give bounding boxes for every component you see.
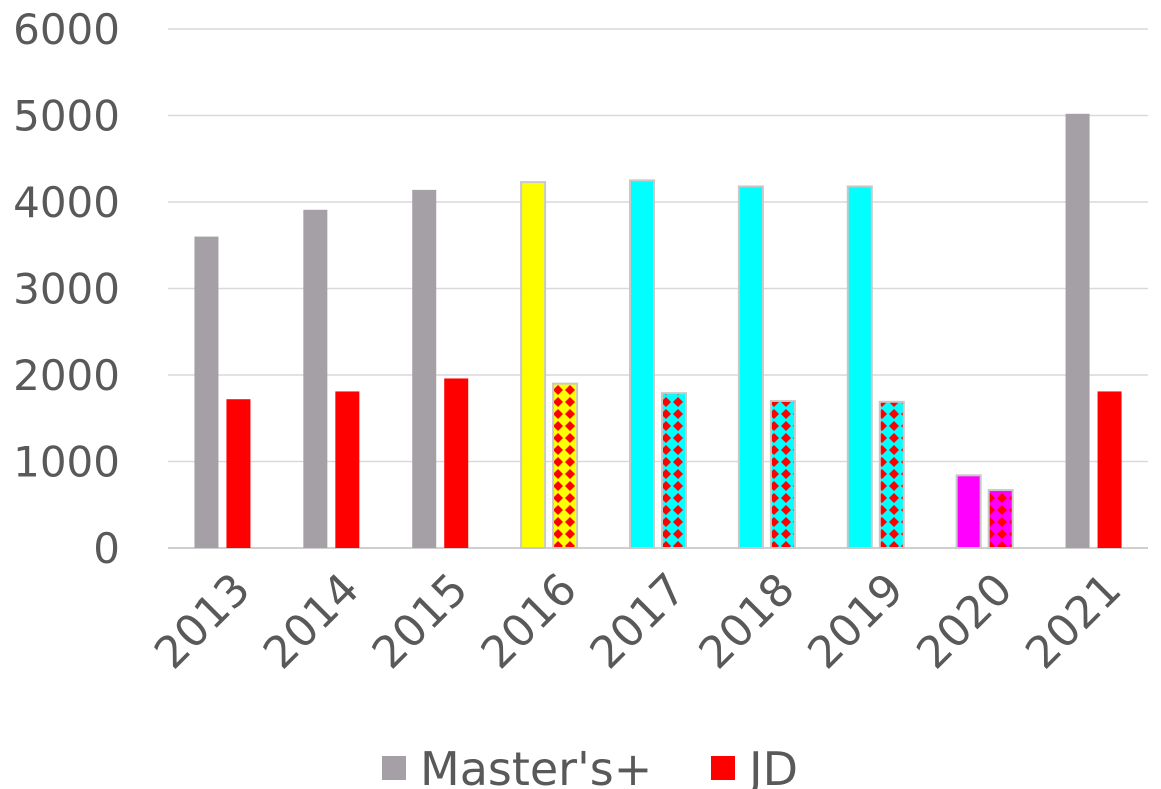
bar-jd-2014 [335,391,360,548]
y-tick-label: 1000 [13,438,120,487]
bar-masters-2013 [194,236,219,548]
legend-label: JD [746,742,798,789]
bar-jd-2020 [987,489,1014,550]
bar-jd-2019 [878,400,905,549]
y-tick-label: 3000 [13,265,120,314]
bar-masters-2015 [412,189,437,548]
x-tick-label: 2013 [145,564,260,679]
bar-jd-2017 [661,392,687,550]
bars [194,113,1122,550]
legend-swatch [382,756,406,780]
bar-masters-2018 [737,185,764,549]
y-tick-label: 5000 [13,92,120,141]
bar-masters-2019 [846,185,873,549]
gridlines [168,28,1148,549]
bar-masters-2017 [629,179,655,549]
bar-masters-2016 [520,181,547,549]
y-tick-label: 2000 [13,351,120,400]
x-tick-label: 2015 [363,564,478,679]
bar-jd-2021 [1097,391,1122,548]
y-tick-label: 4000 [13,178,120,227]
y-tick-label: 0 [93,524,120,573]
bar-masters-2020 [955,474,982,549]
bar-jd-2015 [444,378,469,548]
bar-masters-2014 [303,209,328,548]
x-tick-label: 2019 [798,564,913,679]
legend-label: Master's+ [420,742,652,789]
legend: Master's+ JD [382,742,798,789]
legend-swatch [711,756,735,780]
bar-jd-2018 [769,399,796,550]
x-tick-label: 2016 [472,564,587,679]
bar-masters-2021 [1065,113,1090,549]
x-tick-label: 2020 [907,564,1022,679]
y-tick-label: 6000 [13,5,120,54]
x-tick-label: 2021 [1016,564,1131,679]
x-tick-label: 2018 [689,564,804,679]
bar-jd-2013 [226,399,251,548]
bar-jd-2016 [552,382,579,549]
x-tick-label: 2014 [254,564,369,679]
y-axis-ticks: 0 1000 2000 3000 4000 5000 6000 [13,5,120,573]
x-tick-label: 2017 [581,564,696,679]
